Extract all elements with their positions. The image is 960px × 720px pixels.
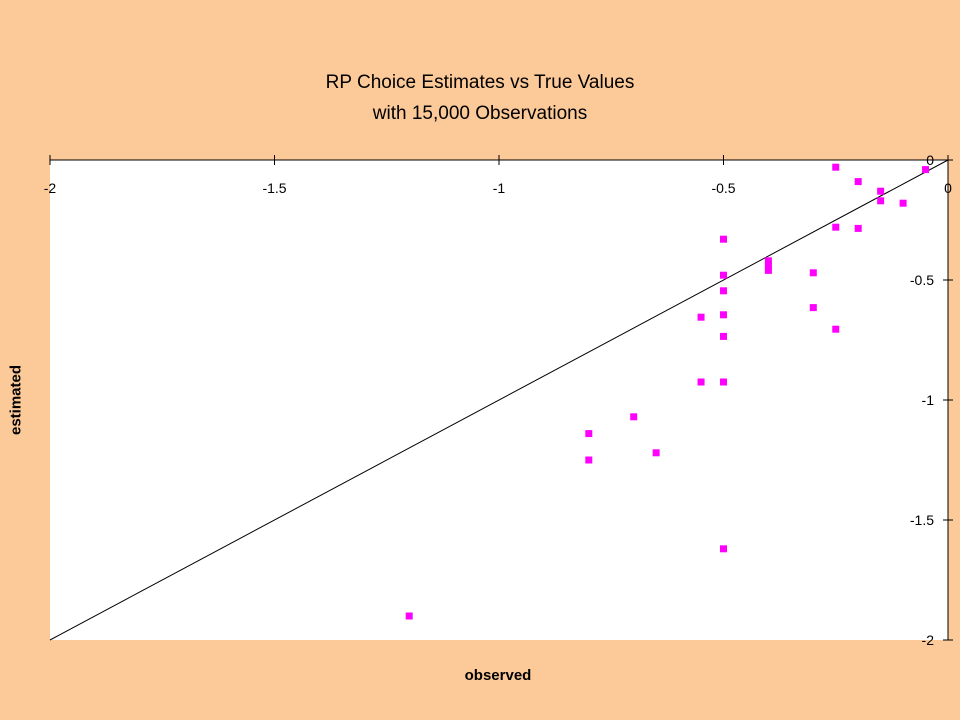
data-point xyxy=(585,456,593,464)
y-tick-label: -1.5 xyxy=(910,512,934,528)
data-point xyxy=(764,266,772,274)
chart-subtitle: with 15,000 Observations xyxy=(372,103,588,124)
data-point xyxy=(697,313,705,321)
diagonal-reference-line xyxy=(49,159,949,641)
data-point xyxy=(720,332,727,340)
data-point xyxy=(854,224,862,232)
data-point xyxy=(832,325,840,333)
y-tick-label: 0 xyxy=(926,152,934,168)
data-point xyxy=(720,235,727,243)
data-point xyxy=(652,449,660,457)
y-tick-label: -1 xyxy=(922,392,935,408)
data-point xyxy=(922,166,930,174)
x-tick-label: -1 xyxy=(493,180,506,196)
data-point xyxy=(720,378,727,386)
data-point xyxy=(720,287,727,295)
data-point xyxy=(764,262,772,270)
data-points xyxy=(405,163,930,620)
x-axis-ticks: -2 -1.5 -1 -0.5 0 xyxy=(44,155,952,196)
data-point xyxy=(832,163,840,171)
data-point xyxy=(832,223,840,231)
chart-title: RP Choice Estimates vs True Values xyxy=(325,72,635,93)
data-point xyxy=(630,413,638,421)
data-point xyxy=(809,269,817,277)
data-point xyxy=(877,187,885,195)
x-axis-title: observed xyxy=(464,667,532,684)
y-axis-title: estimated xyxy=(7,364,25,436)
data-point xyxy=(877,197,885,205)
x-tick-label: 0 xyxy=(944,180,952,196)
y-tick-label: -0.5 xyxy=(910,272,934,288)
data-point xyxy=(697,378,705,386)
y-axis-ticks: 0 -0.5 -1 -1.5 -2 xyxy=(910,152,953,648)
data-point xyxy=(720,311,727,319)
data-point xyxy=(854,178,862,186)
data-point xyxy=(585,430,593,438)
data-point xyxy=(899,199,907,207)
data-point xyxy=(405,612,413,620)
data-point xyxy=(720,545,727,553)
x-tick-label: -0.5 xyxy=(711,180,735,196)
y-tick-label: -2 xyxy=(922,632,935,648)
x-tick-label: -2 xyxy=(44,180,57,196)
data-point xyxy=(720,271,727,279)
data-point xyxy=(809,304,817,312)
x-tick-label: -1.5 xyxy=(262,180,286,196)
data-point xyxy=(764,257,772,265)
